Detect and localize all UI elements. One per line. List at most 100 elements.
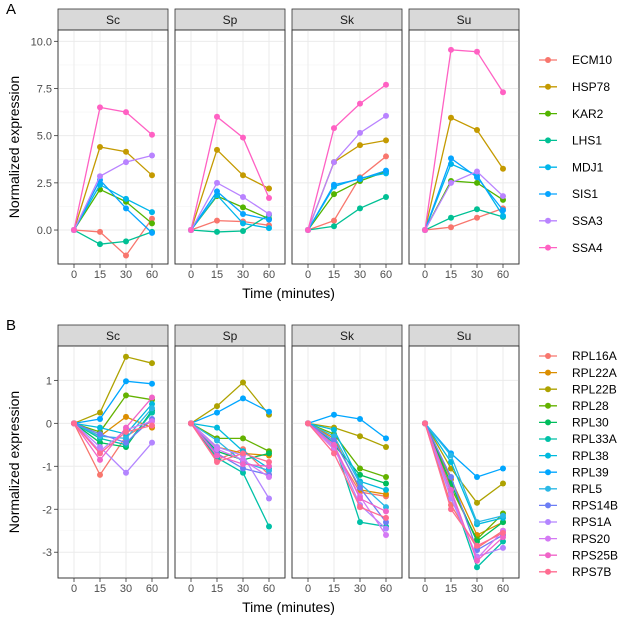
data-point-hsp78 bbox=[357, 142, 363, 149]
x-tick-label: 60 bbox=[380, 583, 392, 595]
series-line-rpl30 bbox=[190, 422, 270, 461]
series-line-rps7b bbox=[424, 423, 504, 547]
legend-item-rpl38: RPL38 bbox=[539, 449, 609, 463]
y-tick-label: 5.0 bbox=[37, 131, 52, 143]
legend-label: RPL5 bbox=[572, 482, 602, 496]
series-line-ssa3 bbox=[190, 181, 270, 231]
data-point-rps1a bbox=[149, 439, 155, 446]
legend-key-point bbox=[545, 137, 551, 144]
x-tick-label: 15 bbox=[328, 583, 340, 595]
legend-key-point bbox=[545, 353, 551, 359]
series-line-rps1a bbox=[190, 422, 270, 499]
data-point-lhs1 bbox=[123, 238, 129, 245]
legend-label: SSA4 bbox=[572, 241, 603, 255]
series-line-rps25b bbox=[190, 422, 270, 467]
data-point-rpl16a bbox=[97, 471, 103, 478]
data-point-ecm10 bbox=[331, 217, 337, 224]
legend-label: RPS7B bbox=[572, 565, 611, 579]
data-point-hsp78 bbox=[240, 172, 246, 179]
data-point-hsp78 bbox=[149, 172, 155, 179]
facet-strip-label: Sp bbox=[223, 13, 238, 27]
legend-key-point bbox=[545, 369, 551, 376]
legend-item-rpl33a: RPL33A bbox=[539, 432, 617, 446]
x-tick-label: 30 bbox=[471, 583, 483, 595]
data-point-rpl33a bbox=[266, 523, 272, 530]
panel-tag-a: A bbox=[6, 1, 16, 18]
data-point-rps7b bbox=[214, 459, 220, 465]
legend-label: RPL22A bbox=[572, 366, 617, 380]
data-point-rpl5 bbox=[214, 437, 220, 444]
data-point-rps7b bbox=[240, 450, 246, 457]
data-point-ecm10 bbox=[149, 215, 155, 222]
panel-border bbox=[408, 345, 520, 579]
data-point-ssa3 bbox=[474, 168, 480, 175]
y-axis-title: Normalized expression bbox=[6, 391, 22, 533]
data-point-ssa4 bbox=[448, 46, 454, 53]
series-line-rps1a bbox=[73, 422, 153, 474]
data-point-rps7b bbox=[97, 450, 103, 457]
series-line-rps7b bbox=[190, 422, 270, 463]
series-line-rpl39 bbox=[190, 397, 270, 424]
data-point-rpl22b bbox=[214, 403, 220, 410]
legend-label: RPL38 bbox=[572, 449, 609, 463]
x-tick-label: 30 bbox=[120, 583, 132, 595]
data-point-rpl28 bbox=[240, 435, 246, 442]
data-point-rpl39 bbox=[123, 378, 129, 385]
data-point-rps1a bbox=[500, 544, 506, 551]
data-point-hsp78 bbox=[383, 137, 389, 144]
data-point-lhs1 bbox=[357, 205, 363, 212]
data-point-rps20 bbox=[383, 532, 389, 539]
y-tick-label: 1 bbox=[46, 375, 52, 387]
series-line-rps14b bbox=[190, 422, 270, 476]
data-point-rpl38 bbox=[331, 426, 337, 433]
series-line-hsp78 bbox=[73, 146, 153, 231]
data-point-rps7b bbox=[500, 529, 506, 536]
legend-item-rpl16a: RPL16A bbox=[539, 349, 617, 363]
legend-label: RPS1A bbox=[572, 515, 611, 529]
x-tick-label: 60 bbox=[263, 583, 275, 595]
series-line-mdj1 bbox=[73, 183, 153, 231]
panel-border bbox=[408, 29, 520, 265]
data-point-rps7b bbox=[331, 450, 337, 457]
data-point-rpl28 bbox=[357, 465, 363, 472]
data-point-rps7b bbox=[71, 420, 77, 427]
x-tick-label: 30 bbox=[354, 583, 366, 595]
data-point-rpl33a bbox=[240, 469, 246, 476]
data-point-rps7b bbox=[266, 459, 272, 465]
legend-key-point bbox=[545, 519, 551, 525]
legend-key-point bbox=[545, 568, 551, 575]
series-line-rps25b bbox=[307, 422, 387, 512]
data-point-ssa4 bbox=[422, 227, 428, 234]
data-point-rpl38 bbox=[214, 424, 220, 431]
y-tick-label: 0.0 bbox=[37, 225, 52, 237]
legend-key-point bbox=[545, 110, 551, 117]
data-point-hsp78 bbox=[500, 165, 506, 172]
data-point-rps14b bbox=[357, 484, 363, 491]
legend-key-point bbox=[545, 83, 551, 90]
facet-su: Su 0 15 30 60 bbox=[408, 324, 520, 595]
data-point-hsp78 bbox=[123, 148, 129, 155]
data-point-rps14b bbox=[474, 547, 480, 554]
data-point-rpl30 bbox=[357, 471, 363, 478]
data-point-rpl22b bbox=[500, 480, 506, 487]
legend-item-rpl30: RPL30 bbox=[539, 416, 609, 430]
data-point-ssa3 bbox=[500, 193, 506, 200]
y-tick-label: -1 bbox=[42, 461, 52, 473]
data-point-ssa4 bbox=[149, 131, 155, 138]
legend-label: RPS25B bbox=[572, 548, 618, 562]
chart-panel-a: A Normalized expression 0.0 2.5 5.0 7.5 10.0 Sc… bbox=[6, 1, 612, 301]
data-point-ssa4 bbox=[474, 48, 480, 55]
y-tick-label: -2 bbox=[42, 504, 52, 516]
x-tick-label: 15 bbox=[211, 269, 223, 281]
legend-item-ecm10: ECM10 bbox=[539, 53, 612, 67]
data-point-rps25b bbox=[266, 463, 272, 470]
facet-strip-label: Sk bbox=[340, 13, 355, 27]
legend-item-rpl22b: RPL22B bbox=[539, 382, 617, 396]
data-point-rps7b bbox=[188, 420, 194, 427]
data-point-lhs1 bbox=[474, 206, 480, 213]
data-point-rpl30 bbox=[500, 519, 506, 526]
data-point-ecm10 bbox=[448, 224, 454, 231]
legend-key-point bbox=[545, 436, 551, 442]
